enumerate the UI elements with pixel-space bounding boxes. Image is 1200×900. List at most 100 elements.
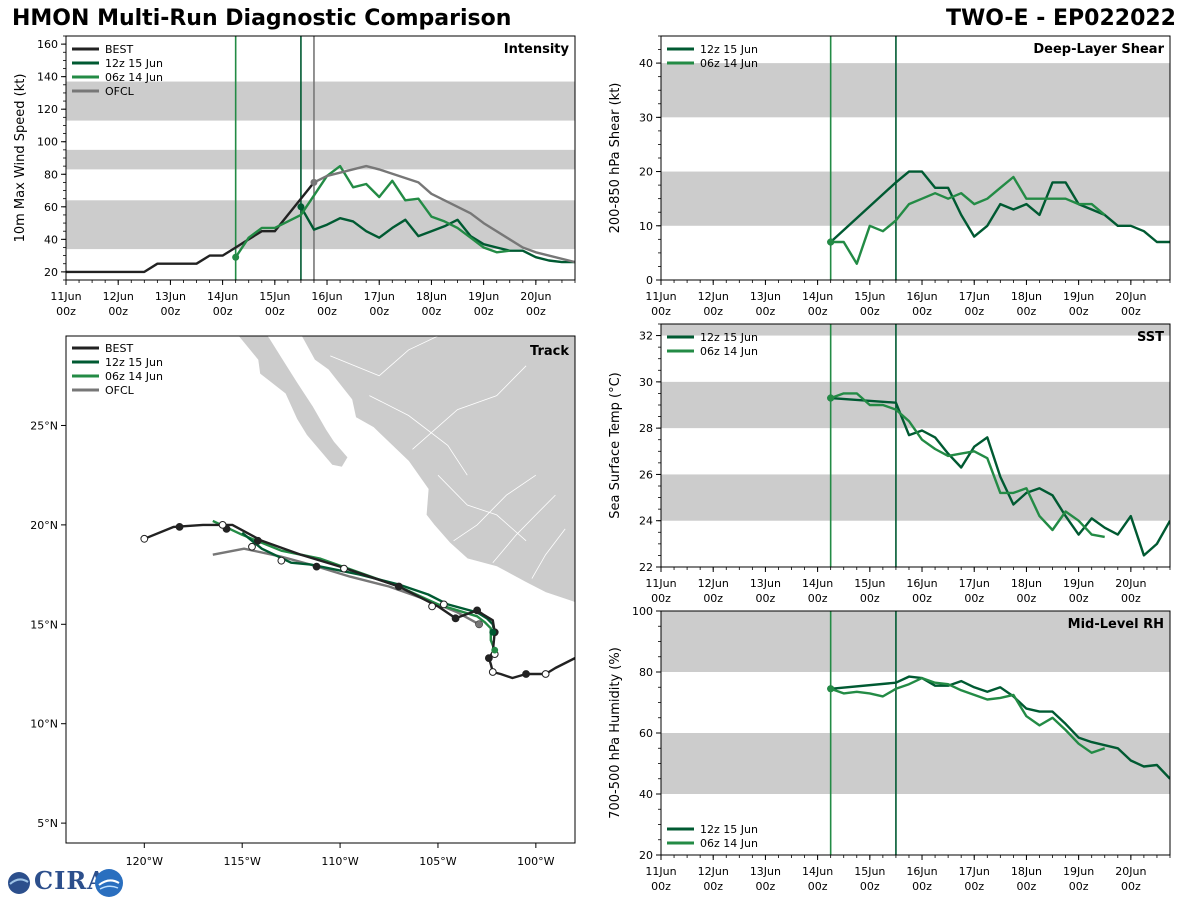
- x-tick-label: 00z: [651, 305, 671, 318]
- threshold-band: [661, 324, 1170, 336]
- panel-title: Intensity: [504, 42, 570, 57]
- x-tick-label: 17Jun: [959, 865, 990, 878]
- series-line: [830, 675, 1170, 780]
- y-tick-label: 80: [44, 168, 58, 181]
- y-axis-label: Sea Surface Temp (°C): [608, 372, 623, 519]
- x-tick-label: 13Jun: [750, 290, 781, 303]
- x-tick-label: 00z: [1069, 880, 1089, 893]
- y-tick-label: 60: [44, 201, 58, 214]
- run-06z-start-marker: [491, 646, 499, 654]
- x-tick-label: 20Jun: [520, 290, 551, 303]
- y-tick-label: 10°N: [30, 718, 58, 731]
- x-tick-label: 00z: [964, 305, 984, 318]
- legend-label: 12z 15 Jun: [700, 331, 758, 344]
- best-track-marker: [394, 582, 403, 591]
- axes-frame: [660, 323, 1171, 568]
- track-line: [212, 547, 480, 626]
- x-tick-label: 11Jun: [645, 865, 676, 878]
- x-tick-label: 00z: [1069, 305, 1089, 318]
- x-tick-label: 13Jun: [155, 290, 186, 303]
- x-tick-label: 16Jun: [311, 290, 342, 303]
- y-tick-label: 0: [646, 274, 653, 287]
- state-border: [492, 494, 556, 563]
- x-tick-label: 00z: [808, 880, 828, 893]
- legend-label: 06z 14 Jun: [105, 370, 163, 383]
- x-tick-label: 20Jun: [1115, 577, 1146, 590]
- best-track-marker: [484, 654, 493, 662]
- state-border: [330, 336, 439, 377]
- best-track-marker: [473, 606, 482, 615]
- x-tick-label: 13Jun: [750, 577, 781, 590]
- y-axis-label: 200-850 hPa Shear (kt): [608, 83, 623, 234]
- x-tick-label: 00z: [756, 880, 776, 893]
- x-tick-label: 00z: [317, 305, 337, 318]
- series-line: [830, 676, 1106, 754]
- x-tick-label: 00z: [213, 305, 233, 318]
- series-line: [830, 392, 1105, 539]
- y-axis-label: 10m Max Wind Speed (kt): [13, 74, 28, 243]
- x-tick-label: 18Jun: [1011, 865, 1042, 878]
- cira-globe-icon: [8, 872, 30, 894]
- y-axis-label: 700-500 hPa Humidity (%): [608, 647, 623, 819]
- best-track-marker: [541, 670, 550, 678]
- legend-label: 12z 15 Jun: [700, 823, 758, 836]
- y-tick-label: 5°N: [37, 817, 58, 830]
- best-track-marker: [340, 564, 348, 573]
- x-tick-label: 12Jun: [698, 290, 729, 303]
- threshold-band: [661, 611, 1170, 672]
- plot-area: [661, 36, 1170, 280]
- threshold-band: [661, 733, 1170, 794]
- legend-label: BEST: [105, 43, 133, 56]
- y-tick-label: 20: [44, 266, 58, 279]
- series-line: [234, 164, 510, 258]
- series-line: [299, 206, 575, 264]
- x-tick-label: 15Jun: [854, 577, 885, 590]
- series-line: [313, 164, 575, 264]
- x-tick-label: 00z: [108, 305, 128, 318]
- x-tick-label: 00z: [651, 592, 671, 605]
- x-tick-label: 19Jun: [1063, 865, 1094, 878]
- series-start-marker: [297, 203, 305, 211]
- x-tick-label: 18Jun: [1011, 290, 1042, 303]
- series-start-marker: [232, 253, 240, 261]
- x-tick-label: 14Jun: [802, 290, 833, 303]
- x-tick-label: 11Jun: [645, 290, 676, 303]
- legend-label: 06z 14 Jun: [700, 837, 758, 850]
- x-tick-label: 12Jun: [698, 577, 729, 590]
- y-tick-label: 26: [639, 468, 653, 481]
- x-tick-label: 17Jun: [959, 577, 990, 590]
- best-track-marker: [488, 668, 497, 676]
- run-12z-start-marker: [489, 628, 497, 636]
- plot-area: [66, 36, 575, 280]
- x-tick-label: 115°W: [224, 855, 261, 868]
- x-tick-label: 00z: [964, 880, 984, 893]
- x-tick-label: 20Jun: [1115, 865, 1146, 878]
- y-tick-label: 40: [639, 788, 653, 801]
- y-tick-label: 25°N: [30, 419, 58, 432]
- x-tick-label: 00z: [1017, 880, 1037, 893]
- x-tick-label: 100°W: [517, 855, 554, 868]
- y-tick-label: 140: [37, 71, 58, 84]
- threshold-band: [66, 149, 575, 170]
- legend-label: 06z 14 Jun: [700, 57, 758, 70]
- y-tick-label: 120: [37, 103, 58, 116]
- cira-logo-text: CIRA: [34, 866, 107, 895]
- x-tick-label: 00z: [651, 880, 671, 893]
- x-tick-label: 00z: [703, 880, 723, 893]
- series-line: [830, 396, 1170, 557]
- y-tick-label: 40: [639, 57, 653, 70]
- y-tick-label: 20°N: [30, 519, 58, 532]
- best-track-marker: [277, 556, 286, 565]
- mexico-mainland: [300, 336, 575, 613]
- x-tick-label: 19Jun: [468, 290, 499, 303]
- panel-title: SST: [1137, 330, 1164, 345]
- x-tick-label: 00z: [912, 592, 932, 605]
- threshold-band: [661, 171, 1170, 226]
- x-tick-label: 00z: [860, 880, 880, 893]
- legend-label: 12z 15 Jun: [105, 356, 163, 369]
- y-tick-label: 80: [639, 666, 653, 679]
- y-tick-label: 28: [639, 422, 653, 435]
- x-tick-label: 00z: [1017, 592, 1037, 605]
- shear-panel: 0 10 20 30 40 11Jun 00z 12Jun 00z 13Jun 00z 14Jun 00…: [608, 35, 1171, 318]
